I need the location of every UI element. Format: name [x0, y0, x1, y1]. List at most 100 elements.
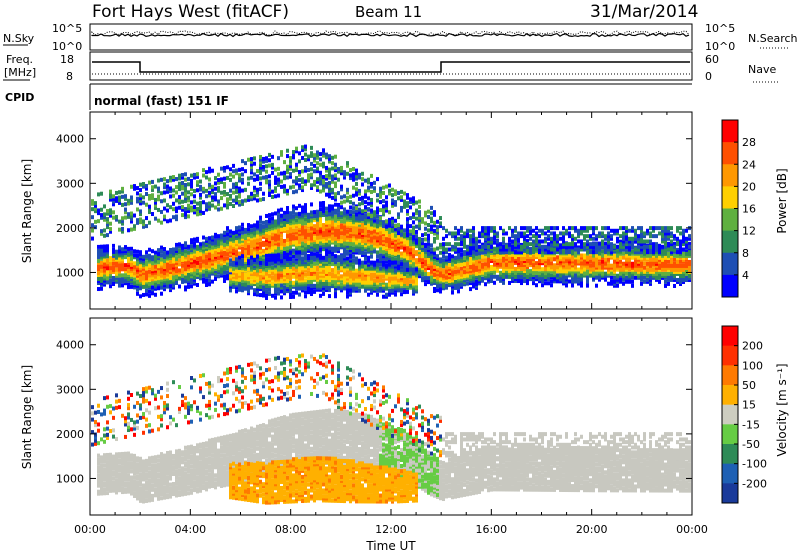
power-cell: [199, 254, 202, 259]
power-cell: [121, 221, 124, 226]
power-cell: [295, 224, 298, 229]
power-cell: [112, 261, 115, 266]
power-cell: [502, 231, 505, 236]
power-cell: [412, 196, 415, 201]
power-cell: [352, 280, 355, 285]
power-cell: [460, 270, 463, 275]
power-cell: [244, 245, 247, 250]
power-cell: [421, 276, 424, 281]
power-cell: [193, 275, 196, 280]
power-cell: [397, 256, 400, 261]
power-cell: [502, 244, 505, 249]
power-cell: [397, 248, 400, 253]
power-cell: [316, 285, 319, 290]
power-cell: [394, 245, 397, 250]
power-cell: [184, 275, 187, 280]
power-cell: [346, 221, 349, 226]
power-cell: [481, 247, 484, 252]
power-cell: [91, 223, 94, 228]
power-cell: [379, 239, 382, 244]
power-cell: [319, 269, 322, 274]
power-cell: [400, 253, 403, 258]
power-cell: [268, 174, 271, 179]
power-cell: [298, 253, 301, 258]
power-cell: [265, 289, 268, 294]
power-cell: [448, 277, 451, 282]
power-cell: [319, 245, 322, 250]
power-cell: [256, 234, 259, 239]
power-cell: [322, 239, 325, 244]
power-cell: [475, 247, 478, 252]
power-cell: [292, 280, 295, 285]
power-cell: [277, 236, 280, 241]
power-cell: [364, 247, 367, 252]
power-cell: [151, 193, 154, 198]
power-cell: [172, 207, 175, 212]
power-cell: [553, 257, 556, 262]
power-cell: [355, 218, 358, 223]
power-cell: [355, 250, 358, 255]
power-cell: [253, 276, 256, 281]
power-cell: [112, 267, 115, 272]
power-cell: [496, 258, 499, 263]
power-cell: [358, 172, 361, 177]
power-cell: [238, 167, 241, 172]
power-cell: [322, 259, 325, 264]
power-cell: [331, 190, 334, 195]
power-cell: [175, 246, 178, 251]
power-cell: [286, 265, 289, 270]
power-cell: [424, 268, 427, 273]
power-cell: [91, 199, 94, 204]
power-cell: [355, 276, 358, 281]
power-cell: [547, 236, 550, 241]
power-cell: [211, 253, 214, 258]
power-cell: [196, 172, 199, 177]
power-cell: [403, 191, 406, 196]
power-cell: [400, 272, 403, 277]
power-cell: [559, 265, 562, 270]
power-cell: [178, 254, 181, 259]
power-cell: [283, 289, 286, 294]
power-cell: [226, 226, 229, 231]
power-cell: [292, 184, 295, 189]
power-cell: [292, 210, 295, 215]
power-cell: [223, 230, 226, 235]
power-cell: [178, 244, 181, 249]
power-cell: [112, 215, 115, 220]
power-cell: [181, 191, 184, 196]
power-cell: [241, 238, 244, 243]
power-cell: [265, 279, 268, 284]
power-cell: [256, 220, 259, 225]
power-cell: [175, 258, 178, 263]
power-cell: [394, 270, 397, 275]
power-cell: [370, 216, 373, 221]
power-cell: [289, 266, 292, 271]
power-cell: [187, 268, 190, 273]
power-cell: [415, 281, 418, 286]
power-cell: [175, 248, 178, 253]
power-cell: [124, 269, 127, 274]
power-cell: [520, 231, 523, 236]
power-cell: [442, 270, 445, 275]
power-cell: [328, 238, 331, 243]
power-cell: [346, 276, 349, 281]
power-cell: [430, 269, 433, 274]
power-cell: [289, 264, 292, 269]
power-cell: [301, 276, 304, 281]
power-cell: [460, 236, 463, 241]
power-cell: [232, 203, 235, 208]
power-cell: [361, 224, 364, 229]
power-cell: [550, 275, 553, 280]
power-cell: [253, 185, 256, 190]
power-cell: [286, 234, 289, 239]
power-cell: [490, 250, 493, 255]
power-cell: [229, 282, 232, 287]
power-cell: [529, 257, 532, 262]
power-cell: [184, 185, 187, 190]
power-cell: [454, 259, 457, 264]
power-cell: [376, 226, 379, 231]
power-cell: [151, 259, 154, 264]
power-cell: [112, 202, 115, 207]
power-cell: [412, 198, 415, 203]
